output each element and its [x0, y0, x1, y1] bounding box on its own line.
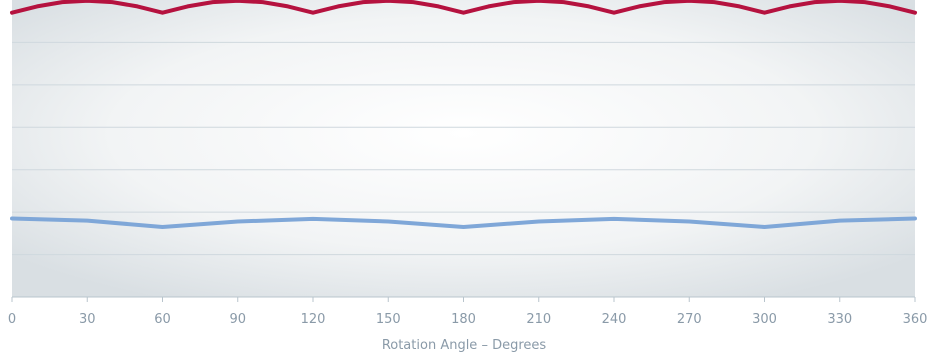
series-line-1	[10, 216, 917, 229]
x-tick-label-12: 360	[903, 312, 928, 327]
x-tick-label-2: 60	[154, 312, 171, 327]
x-tick-label-6: 180	[451, 312, 476, 327]
x-axis-title: Rotation Angle – Degrees	[382, 338, 547, 353]
x-tick-label-3: 90	[229, 312, 246, 327]
series-line-0	[10, 0, 917, 15]
x-tick-label-5: 150	[376, 312, 401, 327]
x-tick-label-10: 300	[752, 312, 777, 327]
x-tick-label-11: 330	[827, 312, 852, 327]
x-tick-label-7: 210	[526, 312, 551, 327]
x-tick-label-0: 0	[8, 312, 16, 327]
x-tick-label-1: 30	[79, 312, 96, 327]
x-tick-label-8: 240	[602, 312, 627, 327]
plot-area	[12, 0, 915, 297]
x-tick-label-4: 120	[301, 312, 326, 327]
x-axis: 0 30 60 90 120 150 180 210 240 270 300 330 360	[8, 296, 928, 327]
x-tick-label-9: 270	[677, 312, 702, 327]
series-group	[10, 0, 917, 229]
grid	[12, 41, 915, 256]
